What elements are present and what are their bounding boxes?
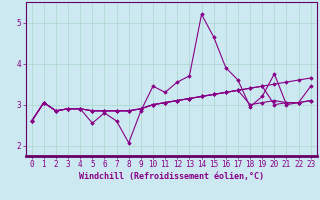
X-axis label: Windchill (Refroidissement éolien,°C): Windchill (Refroidissement éolien,°C) (79, 172, 264, 181)
